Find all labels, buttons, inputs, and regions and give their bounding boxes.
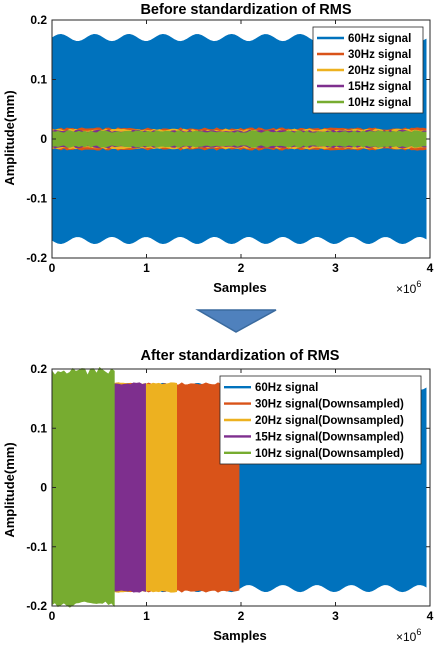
x-tick-label: 1 [143, 261, 150, 275]
x-tick-label: 2 [238, 261, 245, 275]
chart-title: Before standardization of RMS [140, 2, 351, 18]
y-tick-label: 0.1 [30, 421, 47, 435]
legend-box [219, 375, 422, 465]
legend-entry: 15Hz signal(Downsampled) [255, 431, 404, 443]
legend: 60Hz signal 30Hz signal 20Hz signal 15Hz si… [312, 26, 424, 114]
y-tick-label: 0.2 [30, 13, 47, 27]
x-tick-label: 2 [238, 609, 245, 623]
x-tick-label: 0 [49, 261, 56, 275]
series-4-band [51, 366, 115, 608]
y-tick-label: 0.2 [30, 362, 47, 376]
legend-entry: 15Hz signal [348, 81, 411, 93]
legend-entry: 10Hz signal(Downsampled) [255, 448, 404, 460]
x-tick-label: 0 [49, 609, 56, 623]
x-axis-label: Samples [213, 280, 266, 295]
down-arrow-icon [195, 309, 277, 333]
x-tick-label: 4 [427, 609, 434, 623]
y-tick-label: -0.2 [26, 599, 47, 613]
x-tick-label: 3 [332, 609, 339, 623]
y-axis-label: Amplitude(mm) [2, 442, 17, 537]
y-tick-label: -0.2 [26, 251, 47, 265]
y-tick-label: 0 [40, 132, 47, 146]
legend-entry: 60Hz signal [348, 33, 411, 45]
legend-entry: 10Hz signal [348, 97, 411, 109]
y-tick-label: 0.1 [30, 73, 47, 87]
x-tick-label: 4 [427, 261, 434, 275]
x-axis-label: Samples [213, 628, 266, 643]
y-tick-label: -0.1 [26, 540, 47, 554]
x-axis-exponent: ×106 [396, 627, 421, 644]
y-axis-label: Amplitude(mm) [2, 90, 17, 185]
chart-title: After standardization of RMS [141, 348, 340, 364]
legend-entry: 30Hz signal(Downsampled) [255, 399, 404, 411]
series-4-band [51, 130, 427, 148]
legend-entry: 30Hz signal [348, 49, 411, 61]
legend-entry: 20Hz signal(Downsampled) [255, 415, 404, 427]
chart-after: 0 1 2 3 4 -0.2 -0.1 0 0.1 0.2 60Hz signal 30Hz sign… [26, 362, 433, 623]
y-tick-label: 0 [40, 481, 47, 495]
x-tick-label: 1 [143, 609, 150, 623]
x-axis-exponent: ×106 [396, 279, 421, 296]
legend-entry: 60Hz signal [255, 382, 318, 394]
x-tick-label: 3 [332, 261, 339, 275]
y-tick-label: -0.1 [26, 192, 47, 206]
chart-before: 0 1 2 3 4 -0.2 -0.1 0 0.1 0.2 60Hz signal 30Hz sign… [26, 13, 433, 275]
legend-entry: 20Hz signal [348, 65, 411, 77]
legend: 60Hz signal 30Hz signal(Downsampled) 20Hz … [219, 375, 422, 465]
